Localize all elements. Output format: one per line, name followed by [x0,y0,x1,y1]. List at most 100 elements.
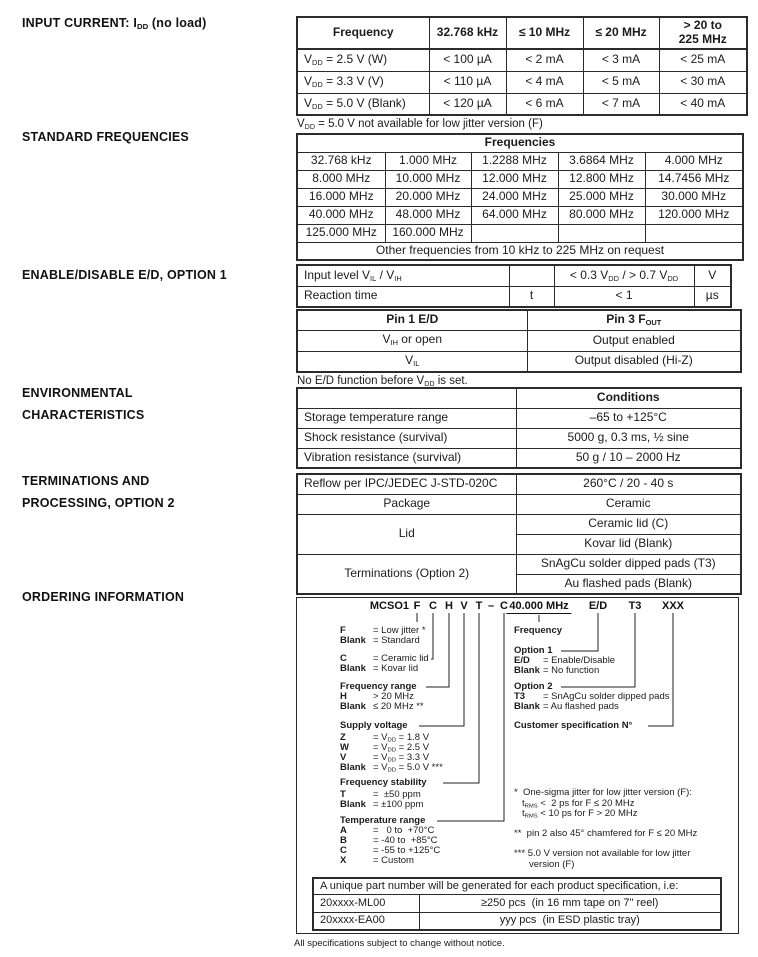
ordering-label: = VDD = 1.8 V [373,732,430,744]
table-cell: Output enabled [526,329,742,352]
table-cell: 80.000 MHz [557,205,646,225]
table-cell: < 1 [553,285,695,308]
ordering-label: = Kovar lid [373,663,419,674]
ordering-label: = VDD = 2.5 V [373,742,430,754]
table-cell: < 100 µA [428,48,507,72]
table-cell: 20xxxx-EA00 [312,911,420,931]
ordering-label: * One-sigma jitter for low jitter versio… [514,787,692,798]
table-cell: 16.000 MHz [296,187,386,207]
table-cell: 64.000 MHz [470,205,559,225]
table-cell: 30.000 MHz [644,187,744,207]
table-cell: V [693,264,732,287]
ordering-label: T [340,789,346,800]
table-cell: 1.2288 MHz [470,151,559,171]
ordering-label: Blank [340,701,366,712]
ordering-label: = ±100 ppm [373,799,424,810]
table-cell: < 3 mA [582,48,660,72]
ordering-label: H [340,691,347,702]
table-cell: < 4 mA [505,70,584,94]
table-cell: VDD = 3.3 V (V) [296,70,430,94]
enable-disable-pins-table: Pin 1 E/D Pin 3 FOUT VIH or open Output ena… [296,309,742,373]
part-number-segment: T [475,600,483,612]
table-cell: Lid [296,513,517,555]
table-cell: < 40 mA [658,92,748,116]
part-number-segment: V [460,600,468,612]
section-title-standard-frequencies: STANDARD FREQUENCIES [22,130,189,144]
ordering-label: = Standard [373,635,420,646]
table-cell: Input level VIL / VIH [296,264,510,287]
table-cell [470,223,559,243]
part-number-segment: C [500,600,508,612]
part-number-segment: H [445,600,453,612]
table-cell: < 110 µA [428,70,507,94]
table-cell [508,264,555,287]
table-cell: yyy pcs (in ESD plastic tray) [418,911,722,931]
ordering-label: = Custom [373,855,414,866]
ordering-label: Supply voltage [340,720,408,731]
table-cell: VIL [296,350,528,373]
ordering-label: C [340,845,347,856]
part-number-segment: F [413,600,421,612]
ordering-label: Blank [340,663,366,674]
ordering-label: = SnAgCu solder dipped pads [543,691,670,702]
table-cell: ≥250 pcs (in 16 mm tape on 7" reel) [418,893,722,913]
table-cell: < 30 mA [658,70,748,94]
ordering-label: tRMS < 10 ps for F > 20 MHz [522,808,638,820]
table-cell: Reaction time [296,285,510,308]
section-title-input-current: INPUT CURRENT: IDD (no load) [22,16,207,31]
ordering-label: Blank [340,799,366,810]
ordering-label: Frequency stability [340,777,427,788]
ordering-box [296,597,739,934]
table-cell: 20.000 MHz [384,187,472,207]
table-cell: Vibration resistance (survival) [296,447,517,469]
part-number-segment: C [429,600,437,612]
ordering-label: B [340,835,347,846]
table-cell: > 20 to 225 MHz [658,16,748,50]
ordering-label: = VDD = 3.3 V [373,752,430,764]
table-cell: Kovar lid (Blank) [515,533,742,555]
table-cell: 260°C / 20 - 40 s [515,473,742,495]
table-cell: Frequency [296,16,430,50]
ordering-label: *** 5.0 V version not available for low … [514,848,691,859]
table-cell [296,387,517,409]
part-number-segment: – [487,600,495,612]
ordering-label: ≤ 20 MHz ** [373,701,424,712]
table-cell: Other frequencies from 10 kHz to 225 MHz… [296,241,744,261]
ordering-label: Option 2 [514,681,553,692]
table-cell: Reflow per IPC/JEDEC J-STD-020C [296,473,517,495]
ordering-label: Temperature range [340,815,426,826]
part-number-segment: MCSO1 [369,600,409,612]
table-cell: Pin 3 FOUT [526,309,742,331]
ordering-label: version (F) [529,859,575,870]
environmental-table: Conditions Storage temperature range –65 t… [296,387,742,469]
table-cell [557,223,646,243]
table-cell: Shock resistance (survival) [296,427,517,449]
table-cell: < 25 mA [658,48,748,72]
table-cell: Output disabled (Hi-Z) [526,350,742,373]
table-cell: 25.000 MHz [557,187,646,207]
table-cell: < 6 mA [505,92,584,116]
ordering-label: > 20 MHz [373,691,414,702]
table-cell: 20xxxx-ML00 [312,893,420,913]
table-cell: Storage temperature range [296,407,517,429]
ordering-label: Blank [514,665,540,676]
table-cell: SnAgCu solder dipped pads (T3) [515,553,742,575]
table-cell: VIH or open [296,329,528,352]
table-cell: 1.000 MHz [384,151,472,171]
table-cell: –65 to +125°C [515,407,742,429]
table-cell: Package [296,493,517,515]
ordering-label: = 0 to +70°C [373,825,435,836]
ordering-label: T3 [514,691,526,702]
table-cell: µs [693,285,732,308]
input-current-note: VDD = 5.0 V not available for low jitter… [297,118,543,131]
ordering-label: V [340,752,347,763]
ordering-label: = Low jitter * [373,625,426,636]
enable-disable-note: No E/D function before VDD is set. [297,375,468,388]
standard-frequencies-table: Frequencies 32.768 kHz 1.000 MHz 1.2288 MHz… [296,133,744,261]
section-title-ordering-information: ORDERING INFORMATION [22,590,185,604]
ordering-label: Blank [340,635,366,646]
ordering-label: tRMS < 2 ps for F ≤ 20 MHz [522,798,635,810]
table-cell: 32.768 kHz [296,151,386,171]
ordering-label: Frequency [514,625,563,636]
unique-part-number-table: A unique part number will be generated f… [312,877,722,931]
